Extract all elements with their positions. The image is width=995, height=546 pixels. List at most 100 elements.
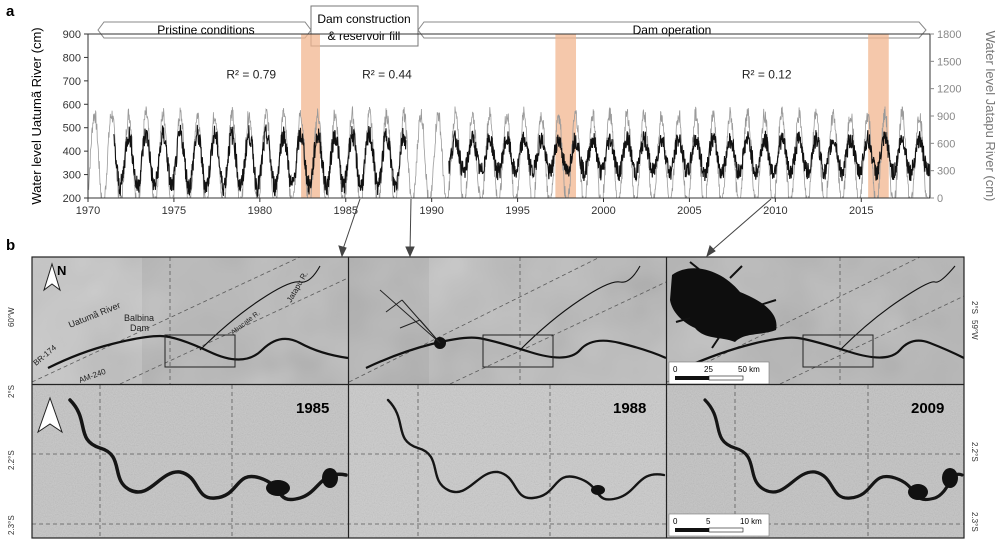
y-right-tick-label-2: 600 <box>937 138 955 150</box>
reservoir-1988 <box>379 289 446 349</box>
x-tick-label-4: 1990 <box>419 205 443 217</box>
x-tick-label-6: 2000 <box>591 205 615 217</box>
annotations: R² = 0.79 R² = 0.44 R² = 0.12 <box>226 68 792 82</box>
y-axis-left: 200 300 400 500 600 700 800 900 <box>63 29 88 205</box>
inset-box-1985 <box>164 334 236 368</box>
y-left-tick-label-2: 400 <box>63 146 81 158</box>
coord-23s-right: 2.3°S <box>970 512 979 532</box>
arrow-1985 <box>341 198 361 253</box>
year-2009: 2009 <box>911 400 944 417</box>
y-left-label: Water level Uatumã River (cm) <box>29 27 44 204</box>
coord-59w: 59°W <box>970 320 979 340</box>
uatuma-river-1985 <box>47 334 349 369</box>
map-outlines <box>31 256 965 539</box>
y-left-tick-label-6: 800 <box>63 52 81 64</box>
panel-a-label: a <box>6 3 15 20</box>
label-balbina: Balbina <box>124 313 154 323</box>
map-graticule-bottom <box>32 385 964 538</box>
period-header: Pristine conditions Dam construction & r… <box>97 5 927 47</box>
river-zoom-1985 <box>68 398 348 502</box>
y-left-tick-label-4: 600 <box>63 99 81 111</box>
coord-22s-right: 2.2°S <box>970 442 979 462</box>
map-texture-top <box>32 257 964 384</box>
scale-bottom-10: 10 km <box>740 517 762 526</box>
series-layer <box>87 105 931 200</box>
y-right-tick-label-5: 1500 <box>937 56 961 68</box>
coord-2s-left: 2°S <box>7 385 16 398</box>
x-axis: 1970 1975 1980 1985 1990 1995 2000 2005 2010 2015 <box>76 198 874 217</box>
jatapu-river-1988 <box>519 265 641 351</box>
r2-annotation-1: R² = 0.44 <box>362 68 412 82</box>
period-construction-box <box>310 5 419 47</box>
y-left-tick-label-3: 500 <box>63 123 81 135</box>
year-1988: 1988 <box>613 400 646 417</box>
map-texture-bottom <box>32 385 964 538</box>
y-right-tick-label-6: 1800 <box>937 29 961 41</box>
uatuma-river-1988 <box>365 336 667 369</box>
series-left-segment-0 <box>113 124 407 198</box>
arrow-1988 <box>409 198 412 253</box>
scale-bottom-0: 0 <box>673 517 678 526</box>
x-tick-label-7: 2005 <box>677 205 701 217</box>
river-pools <box>266 468 958 500</box>
series-left-segment-1 <box>448 130 931 183</box>
year-1985: 1985 <box>296 400 329 417</box>
north-arrow-top: N <box>43 262 66 292</box>
y-axis-right: 0 300 600 900 1200 1500 1800 <box>930 29 961 205</box>
map-row-zoom: 1985 1988 2009 0 5 10 km 2.2°S 2.3°S 2.2… <box>7 385 979 538</box>
map-graticule-top <box>31 256 965 385</box>
x-tick-label-3: 1985 <box>334 205 358 217</box>
scale-top-25: 25 <box>704 365 713 374</box>
y-left-tick-label-1: 300 <box>63 170 81 182</box>
period-construction-label-1: Dam construction <box>317 12 410 26</box>
river-zoom-2009 <box>703 398 964 502</box>
scale-top-50: 50 km <box>738 365 760 374</box>
scale-bar-top: 0 25 50 km <box>668 361 770 385</box>
y-right-tick-label-4: 1200 <box>937 84 961 96</box>
y-left-tick-label-0: 200 <box>63 193 81 205</box>
arrow-1988-head <box>405 246 415 258</box>
jatapu-river-1985 <box>199 265 321 351</box>
rivers-zoom <box>68 398 964 502</box>
x-tick-label-1: 1975 <box>162 205 186 217</box>
r2-annotation-2: R² = 0.12 <box>742 68 792 82</box>
x-tick-label-0: 1970 <box>76 205 100 217</box>
north-arrow-bottom <box>37 396 63 434</box>
r2-annotation-0: R² = 0.79 <box>226 68 276 82</box>
period-construction-label-2: & reservoir fill <box>328 29 401 43</box>
water-level-chart: 1970 1975 1980 1985 1990 1995 2000 2005 2010 2015… <box>29 27 995 217</box>
y-right-tick-label-1: 300 <box>937 166 955 178</box>
north-label-top: N <box>57 263 66 278</box>
period-pristine-label: Pristine conditions <box>157 23 254 37</box>
arrow-2009-head <box>706 245 716 258</box>
panel-b-label: b <box>6 237 15 254</box>
arrow-1985-head <box>338 245 347 258</box>
rivers-regional <box>47 265 965 370</box>
coord-22s-left: 2.2°S <box>7 450 16 470</box>
y-left-tick-label-7: 900 <box>63 29 81 41</box>
y-right-label: Water level Jatapu River (cm) <box>983 31 995 202</box>
label-dam: Dam <box>130 323 149 333</box>
inset-box-1988 <box>482 334 554 368</box>
series-right-segment-0 <box>87 105 931 200</box>
arrow-2009 <box>709 198 772 253</box>
reservoir-2009 <box>670 261 777 349</box>
scale-top-0: 0 <box>673 365 678 374</box>
x-tick-label-5: 1995 <box>505 205 529 217</box>
x-tick-label-8: 2010 <box>763 205 787 217</box>
river-zoom-1988 <box>386 398 666 501</box>
y-left-tick-label-5: 700 <box>63 76 81 88</box>
period-operation-label: Dam operation <box>633 23 712 37</box>
coord-60w: 60°W <box>7 307 16 327</box>
scale-bar-bottom: 0 5 10 km <box>668 513 770 537</box>
coords-top: 60°W 2°S 2°S 59°W <box>7 301 979 398</box>
jatapu-river-2009 <box>839 265 956 351</box>
connector-arrows <box>338 198 772 258</box>
inset-box-2009 <box>802 334 874 368</box>
x-tick-label-2: 1980 <box>248 205 272 217</box>
coord-23s-left: 2.3°S <box>7 515 16 535</box>
map-row-regional: Uatumã River Balbina Dam BR-174 AM-240 A… <box>7 256 979 398</box>
coords-bottom: 2.2°S 2.3°S 2.2°S 2.3°S <box>7 442 979 535</box>
